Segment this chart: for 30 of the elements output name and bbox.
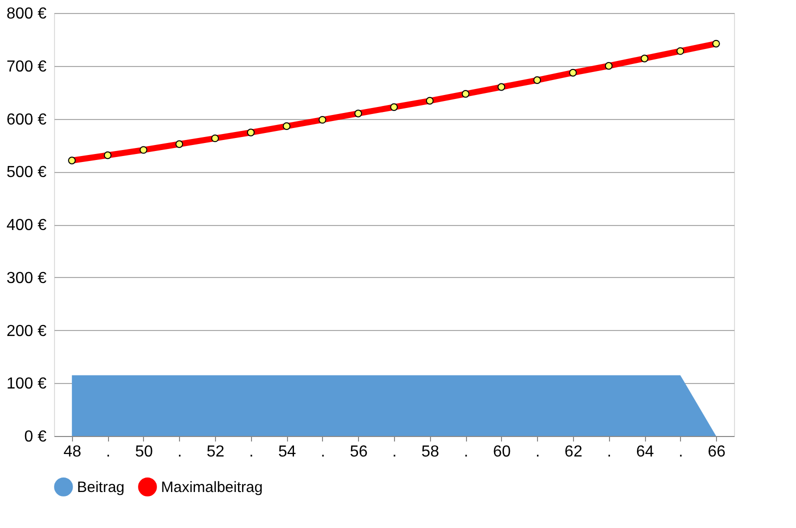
- y-tick-label: 600 €: [6, 111, 47, 128]
- legend-label: Beitrag: [77, 478, 125, 496]
- y-tick-label: 500 €: [6, 164, 47, 182]
- x-tick-label: 48: [63, 444, 82, 460]
- x-tick-label: 56: [350, 444, 368, 460]
- legend-label: Maximalbeitrag: [161, 478, 263, 496]
- x-tick-label: .: [320, 444, 326, 460]
- y-tick-label: 200 €: [6, 322, 47, 340]
- x-tick-label: 52: [206, 444, 225, 460]
- x-tick-label: .: [607, 444, 612, 460]
- x-tick-label: 50: [135, 444, 153, 460]
- x-tick-label: .: [392, 444, 397, 460]
- x-tick-label: 58: [421, 444, 440, 460]
- x-tick-label: .: [106, 444, 110, 460]
- x-tick-label: 62: [564, 444, 582, 460]
- y-tick-label: 800 €: [6, 6, 47, 22]
- x-tick-label: 54: [278, 444, 296, 460]
- y-tick-label: 100 €: [6, 376, 47, 393]
- x-tick-label: .: [535, 444, 540, 460]
- y-tick-label: 0 €: [24, 428, 47, 446]
- x-tick-label: .: [464, 444, 468, 460]
- x-tick-label: .: [178, 444, 182, 460]
- x-tick-label: .: [678, 444, 684, 460]
- y-tick-label: 400 €: [6, 217, 47, 234]
- y-tick-label: 300 €: [6, 270, 47, 287]
- x-tick-label: 64: [636, 444, 654, 460]
- x-tick-label: 66: [708, 444, 726, 460]
- x-tick-label: .: [249, 444, 254, 460]
- x-tick-label: 60: [492, 444, 511, 460]
- y-tick-label: 700 €: [6, 58, 47, 76]
